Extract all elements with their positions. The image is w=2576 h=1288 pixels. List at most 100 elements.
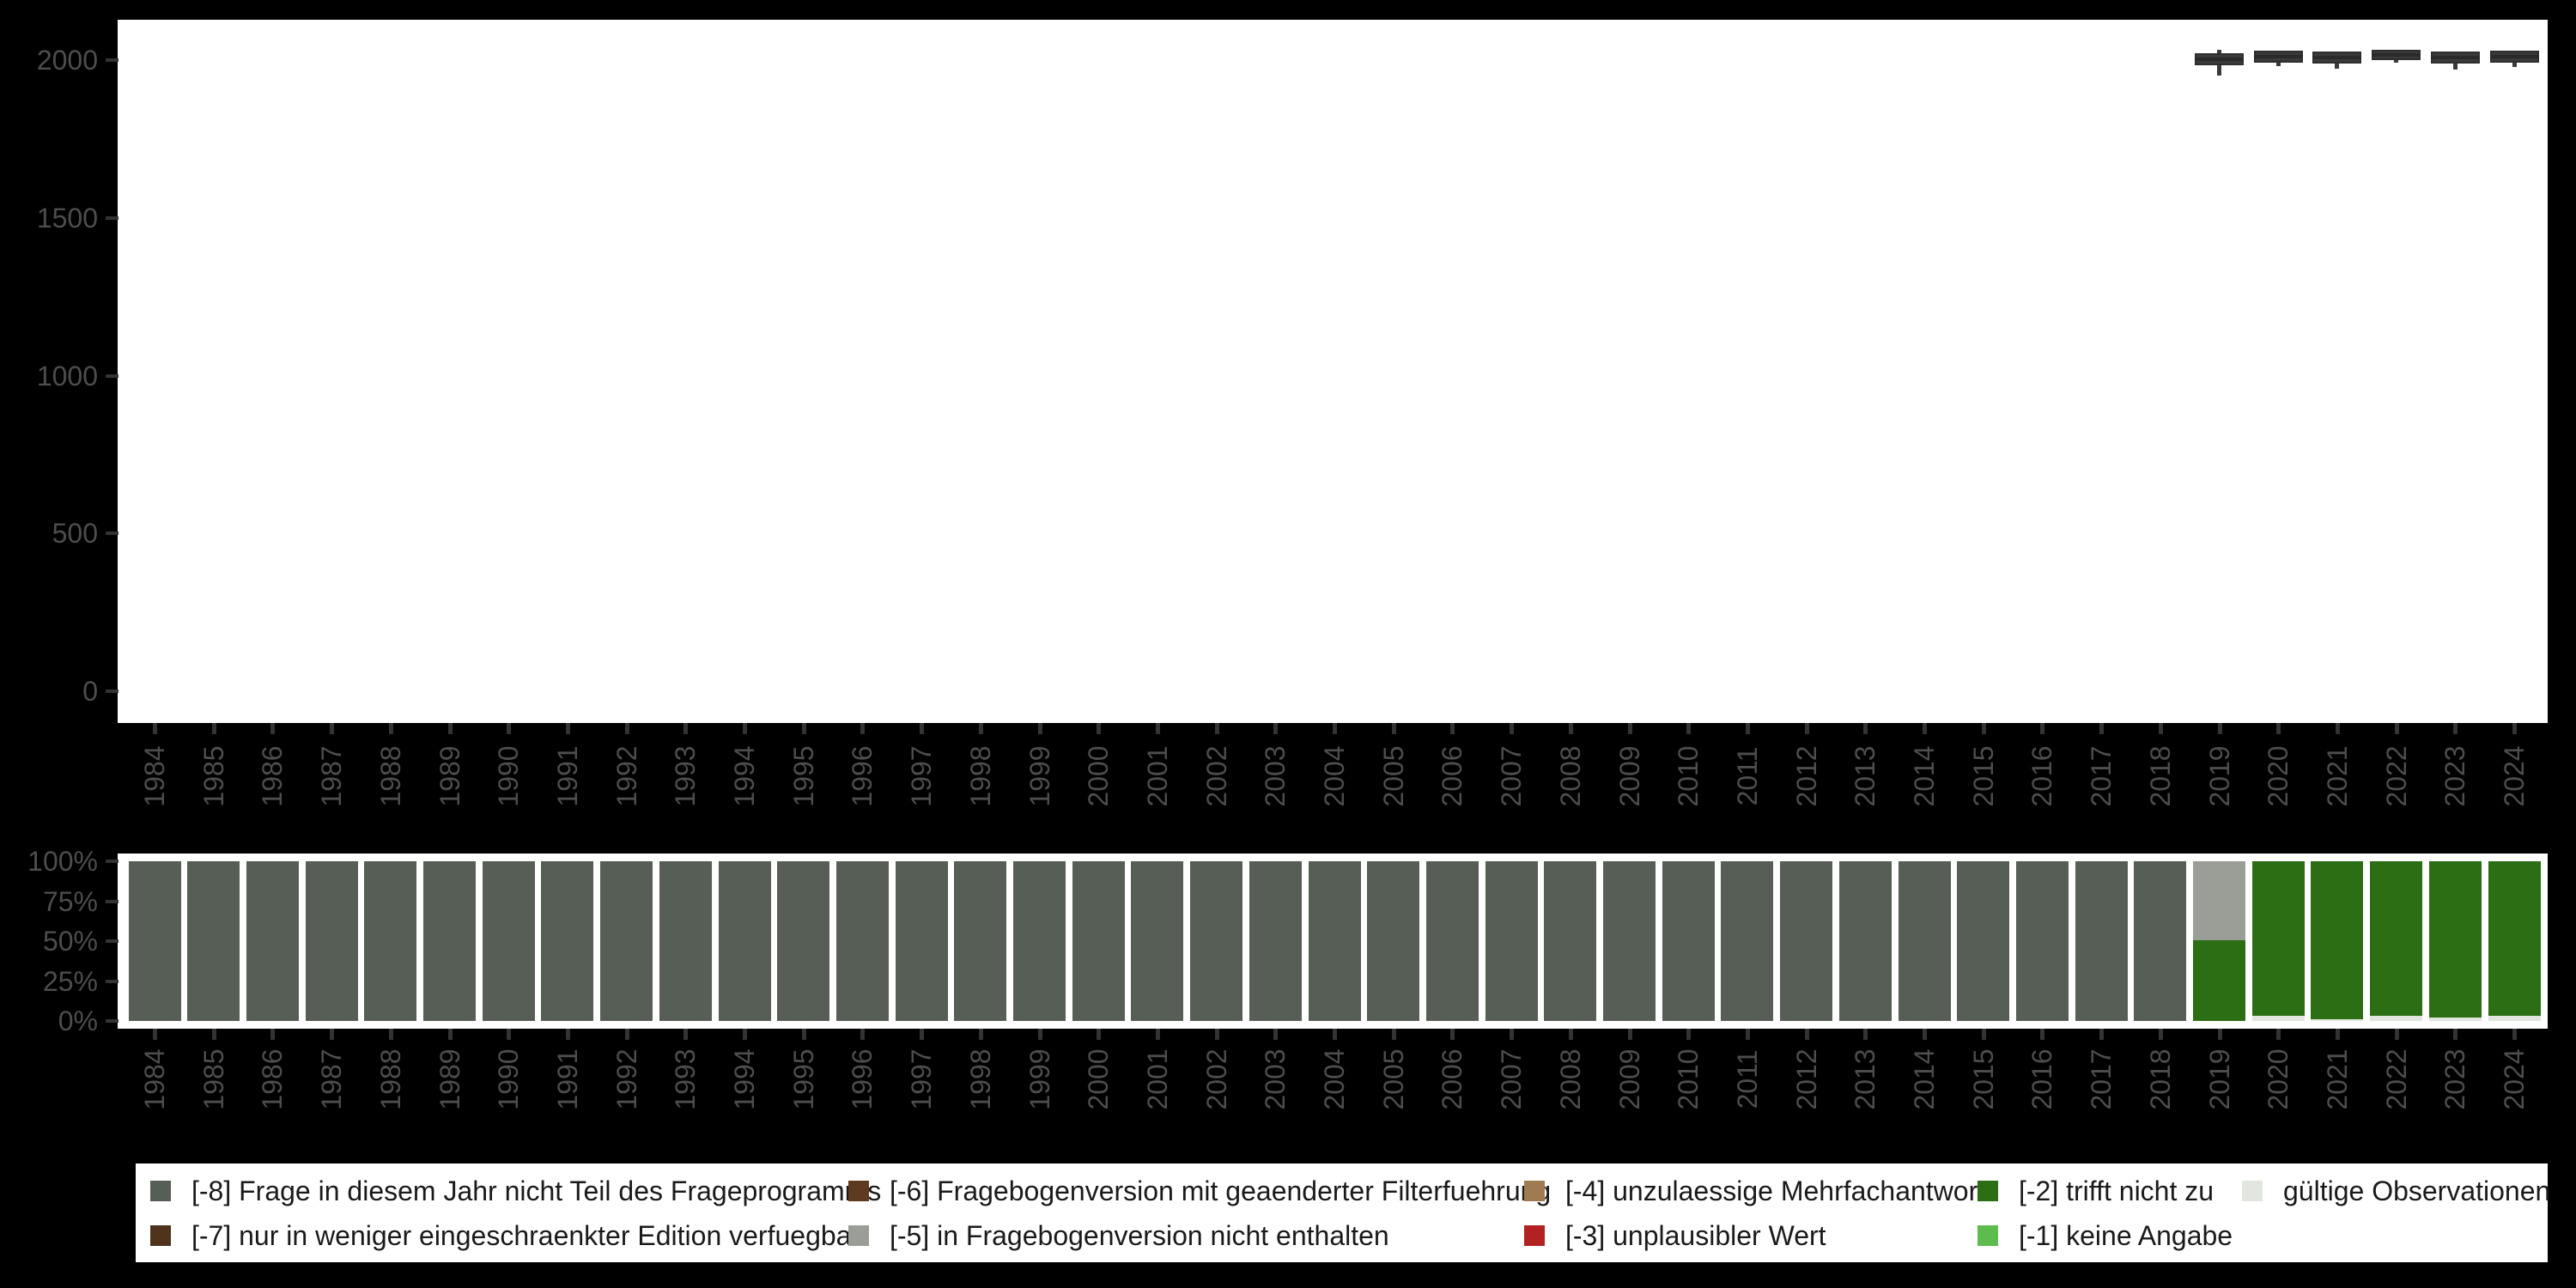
bottom-x-tick — [211, 1029, 216, 1040]
bottom-x-tick-label: 2014 — [1909, 1048, 1940, 1110]
top-x-tick-label: 2013 — [1850, 745, 1881, 807]
top-x-tick — [2512, 723, 2517, 734]
bottom-x-tick — [1686, 1029, 1692, 1040]
bottom-x-tick-label: 1991 — [551, 1048, 583, 1110]
top-x-tick — [2217, 723, 2222, 734]
top-x-tick-label: 1990 — [493, 745, 525, 807]
top-x-tick-label: 1989 — [434, 745, 465, 807]
bar-2021-segment-valid — [2311, 1018, 2364, 1021]
bar-2022-segment-valid — [2370, 1016, 2423, 1021]
top-x-tick — [978, 723, 983, 734]
bar-2011-segment--8 — [1721, 861, 1774, 1021]
bar-1988-segment--8 — [364, 861, 417, 1021]
top-x-tick-label: 1992 — [611, 745, 642, 807]
bottom-x-tick — [1333, 1029, 1337, 1040]
bottom-x-tick-label: 2013 — [1850, 1048, 1881, 1110]
top-x-tick — [1214, 723, 1219, 734]
bar-1984-segment--8 — [128, 861, 181, 1021]
bar-2018-segment--8 — [2134, 861, 2187, 1021]
bar-2007-segment--8 — [1485, 861, 1538, 1021]
bottom-y-tick-label: 100% — [27, 846, 98, 877]
top-x-tick-label: 2023 — [2439, 745, 2471, 807]
bottom-x-tick — [2217, 1029, 2222, 1040]
bottom-x-tick-label: 1994 — [729, 1048, 760, 1110]
top-x-tick-label: 2015 — [1967, 745, 1999, 807]
top-y-tick-label: 1500 — [36, 202, 98, 234]
bar-2004-segment--8 — [1308, 861, 1361, 1021]
bar-1997-segment--8 — [895, 861, 948, 1021]
top-x-tick-label: 1999 — [1024, 745, 1055, 807]
bottom-x-tick — [1627, 1029, 1632, 1040]
bottom-y-tick — [106, 979, 118, 983]
bar-2019-segment--5 — [2193, 861, 2245, 941]
top-x-tick-label: 1993 — [670, 745, 702, 807]
bottom-x-tick — [978, 1029, 983, 1040]
bar-1995-segment--8 — [777, 861, 830, 1021]
bottom-y-tick — [106, 899, 118, 903]
bar-1996-segment--8 — [835, 861, 889, 1021]
bar-2013-segment--8 — [1838, 861, 1892, 1021]
top-x-tick-label: 1986 — [257, 745, 289, 807]
legend-swatch-valid — [2242, 1181, 2263, 1201]
top-x-tick — [1333, 723, 1337, 734]
bar-2010-segment--8 — [1662, 861, 1715, 1021]
bottom-x-tick-label: 2002 — [1200, 1048, 1232, 1110]
bottom-x-tick — [2040, 1029, 2045, 1040]
legend-swatch--4 — [1524, 1181, 1545, 1201]
bottom-x-tick-label: 2024 — [2499, 1048, 2530, 1110]
top-x-tick-label: 2006 — [1437, 745, 1468, 807]
top-x-tick-label: 1988 — [374, 745, 406, 807]
bottom-x-tick — [683, 1029, 689, 1040]
bottom-x-tick-label: 1996 — [847, 1048, 878, 1110]
legend-label--4: [-4] unzulaessige Mehrfachantwort — [1565, 1176, 1986, 1206]
top-x-tick — [1037, 723, 1042, 734]
top-x-tick — [683, 723, 689, 734]
bottom-x-tick-label: 2011 — [1731, 1049, 1763, 1109]
bottom-x-tick-label: 1992 — [611, 1048, 642, 1110]
top-x-tick — [2335, 723, 2340, 734]
bottom-x-tick-label: 1995 — [787, 1048, 819, 1110]
legend-label--5: [-5] in Fragebogenversion nicht enthalte… — [890, 1220, 1389, 1251]
top-y-tick — [106, 58, 118, 62]
top-x-tick — [565, 723, 570, 734]
top-x-tick — [1510, 723, 1515, 734]
top-x-tick-label: 1997 — [906, 745, 938, 807]
top-x-tick-label: 2008 — [1554, 745, 1586, 807]
top-x-tick-label: 2001 — [1141, 745, 1173, 807]
bottom-x-tick-label: 1989 — [434, 1048, 465, 1110]
bottom-y-tick-label: 0% — [58, 1005, 98, 1036]
bar-1987-segment--8 — [305, 861, 358, 1021]
top-x-tick — [507, 723, 512, 734]
bar-2023-segment--2 — [2428, 861, 2482, 1018]
bottom-x-tick — [330, 1029, 335, 1040]
bar-2002-segment--8 — [1190, 861, 1243, 1021]
bar-2020-segment--2 — [2251, 861, 2305, 1017]
bar-2008-segment--8 — [1544, 861, 1597, 1021]
bar-2020-segment-valid — [2251, 1016, 2305, 1021]
top-y-tick-label: 2000 — [36, 45, 98, 76]
bottom-x-tick-label: 2020 — [2263, 1048, 2294, 1110]
top-x-tick — [1686, 723, 1692, 734]
top-y-tick-label: 500 — [52, 518, 98, 550]
top-x-tick — [1097, 723, 1102, 734]
bar-1985-segment--8 — [187, 861, 240, 1021]
top-x-tick-label: 2021 — [2321, 745, 2353, 807]
top-x-tick — [447, 723, 453, 734]
boxplot-upper-whisker — [2217, 50, 2221, 53]
top-x-tick — [153, 723, 157, 734]
bar-2005-segment--8 — [1367, 861, 1420, 1021]
bottom-x-tick — [1510, 1029, 1515, 1040]
bottom-x-tick — [920, 1029, 925, 1040]
boxplot-median — [2489, 54, 2539, 58]
top-x-tick-label: 1991 — [551, 745, 583, 807]
bar-2023-segment-valid — [2428, 1017, 2482, 1021]
boxplot-lower-whisker — [2335, 64, 2340, 69]
legend-swatch--5 — [848, 1225, 869, 1246]
bottom-x-tick — [2453, 1029, 2458, 1040]
top-x-tick — [1450, 723, 1455, 734]
legend-swatch--8 — [150, 1181, 171, 1201]
top-x-tick-label: 2002 — [1200, 745, 1232, 807]
bar-1991-segment--8 — [541, 861, 594, 1021]
legend-swatch--3 — [1524, 1225, 1545, 1246]
top-x-tick-label: 2010 — [1673, 745, 1704, 807]
